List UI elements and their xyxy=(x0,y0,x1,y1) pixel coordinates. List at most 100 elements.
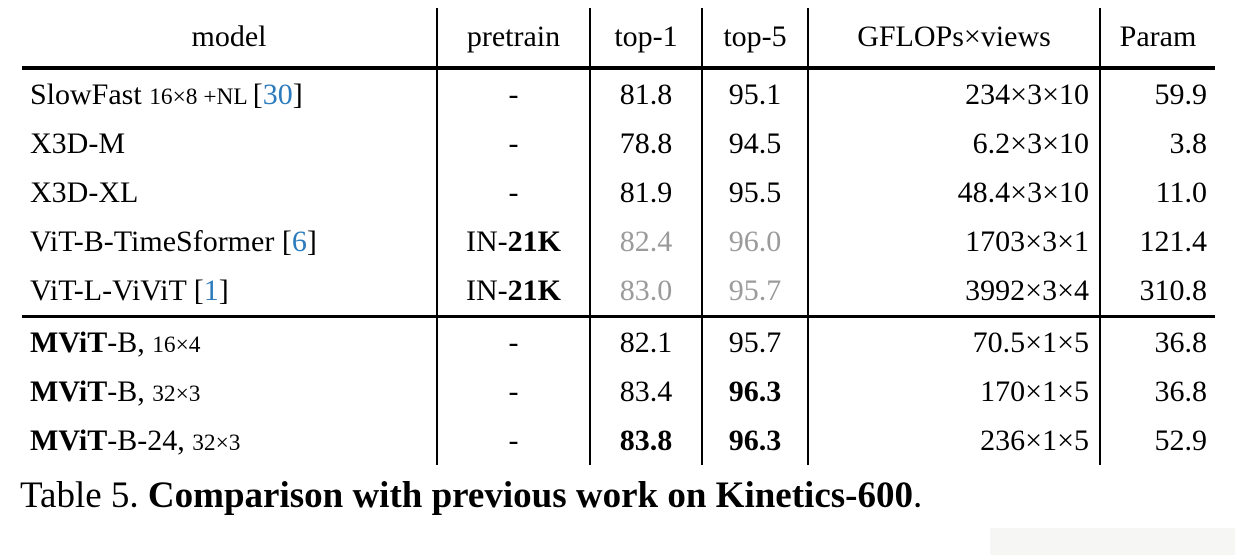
gflops-cell: 6.2×3×10 xyxy=(808,119,1101,168)
top5-value: 96.3 xyxy=(728,423,782,457)
top5-value: 94.5 xyxy=(728,126,782,160)
model-cell: ViT-L-ViViT [1] xyxy=(22,266,438,317)
model-cell: SlowFast 16×8 +NL [30] xyxy=(22,68,438,119)
pretrain-cell: - xyxy=(437,119,591,168)
header-model: model xyxy=(22,8,438,70)
top1-cell: 78.8 xyxy=(590,119,703,168)
param-cell: 121.4 xyxy=(1139,224,1208,258)
top1-value: 83.0 xyxy=(619,273,673,307)
model-name: -B, xyxy=(107,325,153,359)
top5-value: 95.7 xyxy=(728,325,782,359)
pretrain-cell: - xyxy=(437,168,591,217)
top5-cell: 95.7 xyxy=(702,315,809,367)
gflops-cell: 236×1×5 xyxy=(808,416,1101,465)
citation-link[interactable]: 6 xyxy=(291,224,307,258)
header-pretrain: pretrain xyxy=(437,8,591,70)
top5-value: 95.7 xyxy=(728,273,782,307)
table-caption: Table 5. Comparison with previous work o… xyxy=(20,472,1220,520)
citation-bracket: ] xyxy=(306,224,317,258)
top1-cell: 81.8 xyxy=(590,68,703,119)
top5-cell: 95.5 xyxy=(702,168,809,217)
pretrain-value: - xyxy=(508,77,519,111)
header-top5: top-5 xyxy=(702,8,809,70)
top1-value: 82.4 xyxy=(619,224,673,258)
top1-cell: 83.8 xyxy=(590,416,703,465)
scan-artifact xyxy=(990,528,1235,555)
pretrain-value-bold: 21K xyxy=(507,273,561,307)
pretrain-value: IN- xyxy=(466,273,508,307)
top1-cell: 81.9 xyxy=(590,168,703,217)
param-cell: 310.8 xyxy=(1139,273,1208,307)
pretrain-value-bold: 21K xyxy=(507,224,561,258)
pretrain-value: - xyxy=(508,126,519,160)
gflops-cell: 3992×3×4 xyxy=(808,266,1101,317)
top5-value: 95.5 xyxy=(728,175,782,209)
top1-value: 81.9 xyxy=(619,175,673,209)
top1-value: 83.8 xyxy=(619,423,673,457)
table-row: X3D-XL - 81.9 95.5 48.4×3×10 11.0 xyxy=(22,168,1215,217)
model-name: ViT-B-TimeSformer xyxy=(30,224,282,258)
pretrain-cell: - xyxy=(437,416,591,465)
top5-cell: 96.0 xyxy=(702,217,809,266)
model-name: ViT-L-ViViT xyxy=(30,273,194,307)
pretrain-cell: - xyxy=(437,367,591,416)
pretrain-cell: IN-21K xyxy=(437,217,591,266)
pretrain-cell: IN-21K xyxy=(437,266,591,317)
param-cell: 36.8 xyxy=(1154,374,1208,408)
param-cell: 11.0 xyxy=(1155,175,1207,209)
citation-link[interactable]: 1 xyxy=(203,273,219,307)
header-gflops: GFLOPs×views xyxy=(808,8,1101,70)
model-name-bold: MViT xyxy=(30,374,108,408)
caption-title: Comparison with previous work on Kinetic… xyxy=(147,475,913,516)
model-cell: MViT-B, 16×4 xyxy=(22,315,438,367)
results-table: model pretrain top-1 top-5 GFLOPs×views … xyxy=(22,8,1215,465)
top1-cell: 82.1 xyxy=(590,315,703,367)
table-row: MViT-B-24, 32×3 - 83.8 96.3 236×1×5 52.9 xyxy=(22,416,1215,465)
table-row: MViT-B, 16×4 - 82.1 95.7 70.5×1×5 36.8 xyxy=(22,315,1215,367)
top1-cell: 83.0 xyxy=(590,266,703,317)
param-cell: 3.8 xyxy=(1169,126,1208,160)
model-cell: MViT-B-24, 32×3 xyxy=(22,416,438,465)
table-row: ViT-B-TimeSformer [6] IN-21K 82.4 96.0 1… xyxy=(22,217,1215,266)
table-row: SlowFast 16×8 +NL [30] - 81.8 95.1 234×3… xyxy=(22,68,1215,119)
top5-cell: 96.3 xyxy=(702,416,809,465)
model-name: X3D-XL xyxy=(30,175,139,209)
gflops-cell: 70.5×1×5 xyxy=(808,315,1101,367)
top1-value: 81.8 xyxy=(619,77,673,111)
table-row: ViT-L-ViViT [1] IN-21K 83.0 95.7 3992×3×… xyxy=(22,266,1215,317)
citation-bracket: ] xyxy=(292,77,303,111)
table-row: X3D-M - 78.8 94.5 6.2×3×10 3.8 xyxy=(22,119,1215,168)
model-cell: X3D-M xyxy=(22,119,438,168)
pretrain-value: - xyxy=(508,374,519,408)
model-variant: 16×4 xyxy=(152,331,201,358)
citation-bracket: [ xyxy=(252,77,263,111)
caption-period: . xyxy=(912,475,923,516)
citation-bracket: ] xyxy=(218,273,229,307)
model-name: -B, xyxy=(107,374,153,408)
param-cell: 52.9 xyxy=(1154,423,1208,457)
pretrain-value: - xyxy=(508,175,519,209)
citation-link[interactable]: 30 xyxy=(262,77,293,111)
header-top1: top-1 xyxy=(590,8,703,70)
param-cell: 59.9 xyxy=(1154,77,1208,111)
citation-bracket: [ xyxy=(193,273,204,307)
model-variant: 32×3 xyxy=(152,380,201,407)
gflops-cell: 1703×3×1 xyxy=(808,217,1101,266)
model-name-bold: MViT xyxy=(30,325,108,359)
model-cell: MViT-B, 32×3 xyxy=(22,367,438,416)
top1-value: 82.1 xyxy=(619,325,673,359)
top1-cell: 83.4 xyxy=(590,367,703,416)
gflops-cell: 170×1×5 xyxy=(808,367,1101,416)
gflops-cell: 48.4×3×10 xyxy=(808,168,1101,217)
table-row: MViT-B, 32×3 - 83.4 96.3 170×1×5 36.8 xyxy=(22,367,1215,416)
model-variant: 16×8 +NL xyxy=(149,83,253,110)
gflops-cell: 234×3×10 xyxy=(808,68,1101,119)
pretrain-value: - xyxy=(508,423,519,457)
model-name: SlowFast xyxy=(30,77,150,111)
model-name: -B-24, xyxy=(107,423,193,457)
pretrain-cell: - xyxy=(437,68,591,119)
header-param: Param xyxy=(1100,8,1215,70)
citation-bracket: [ xyxy=(281,224,292,258)
top5-cell: 96.3 xyxy=(702,367,809,416)
model-variant: 32×3 xyxy=(192,429,241,456)
